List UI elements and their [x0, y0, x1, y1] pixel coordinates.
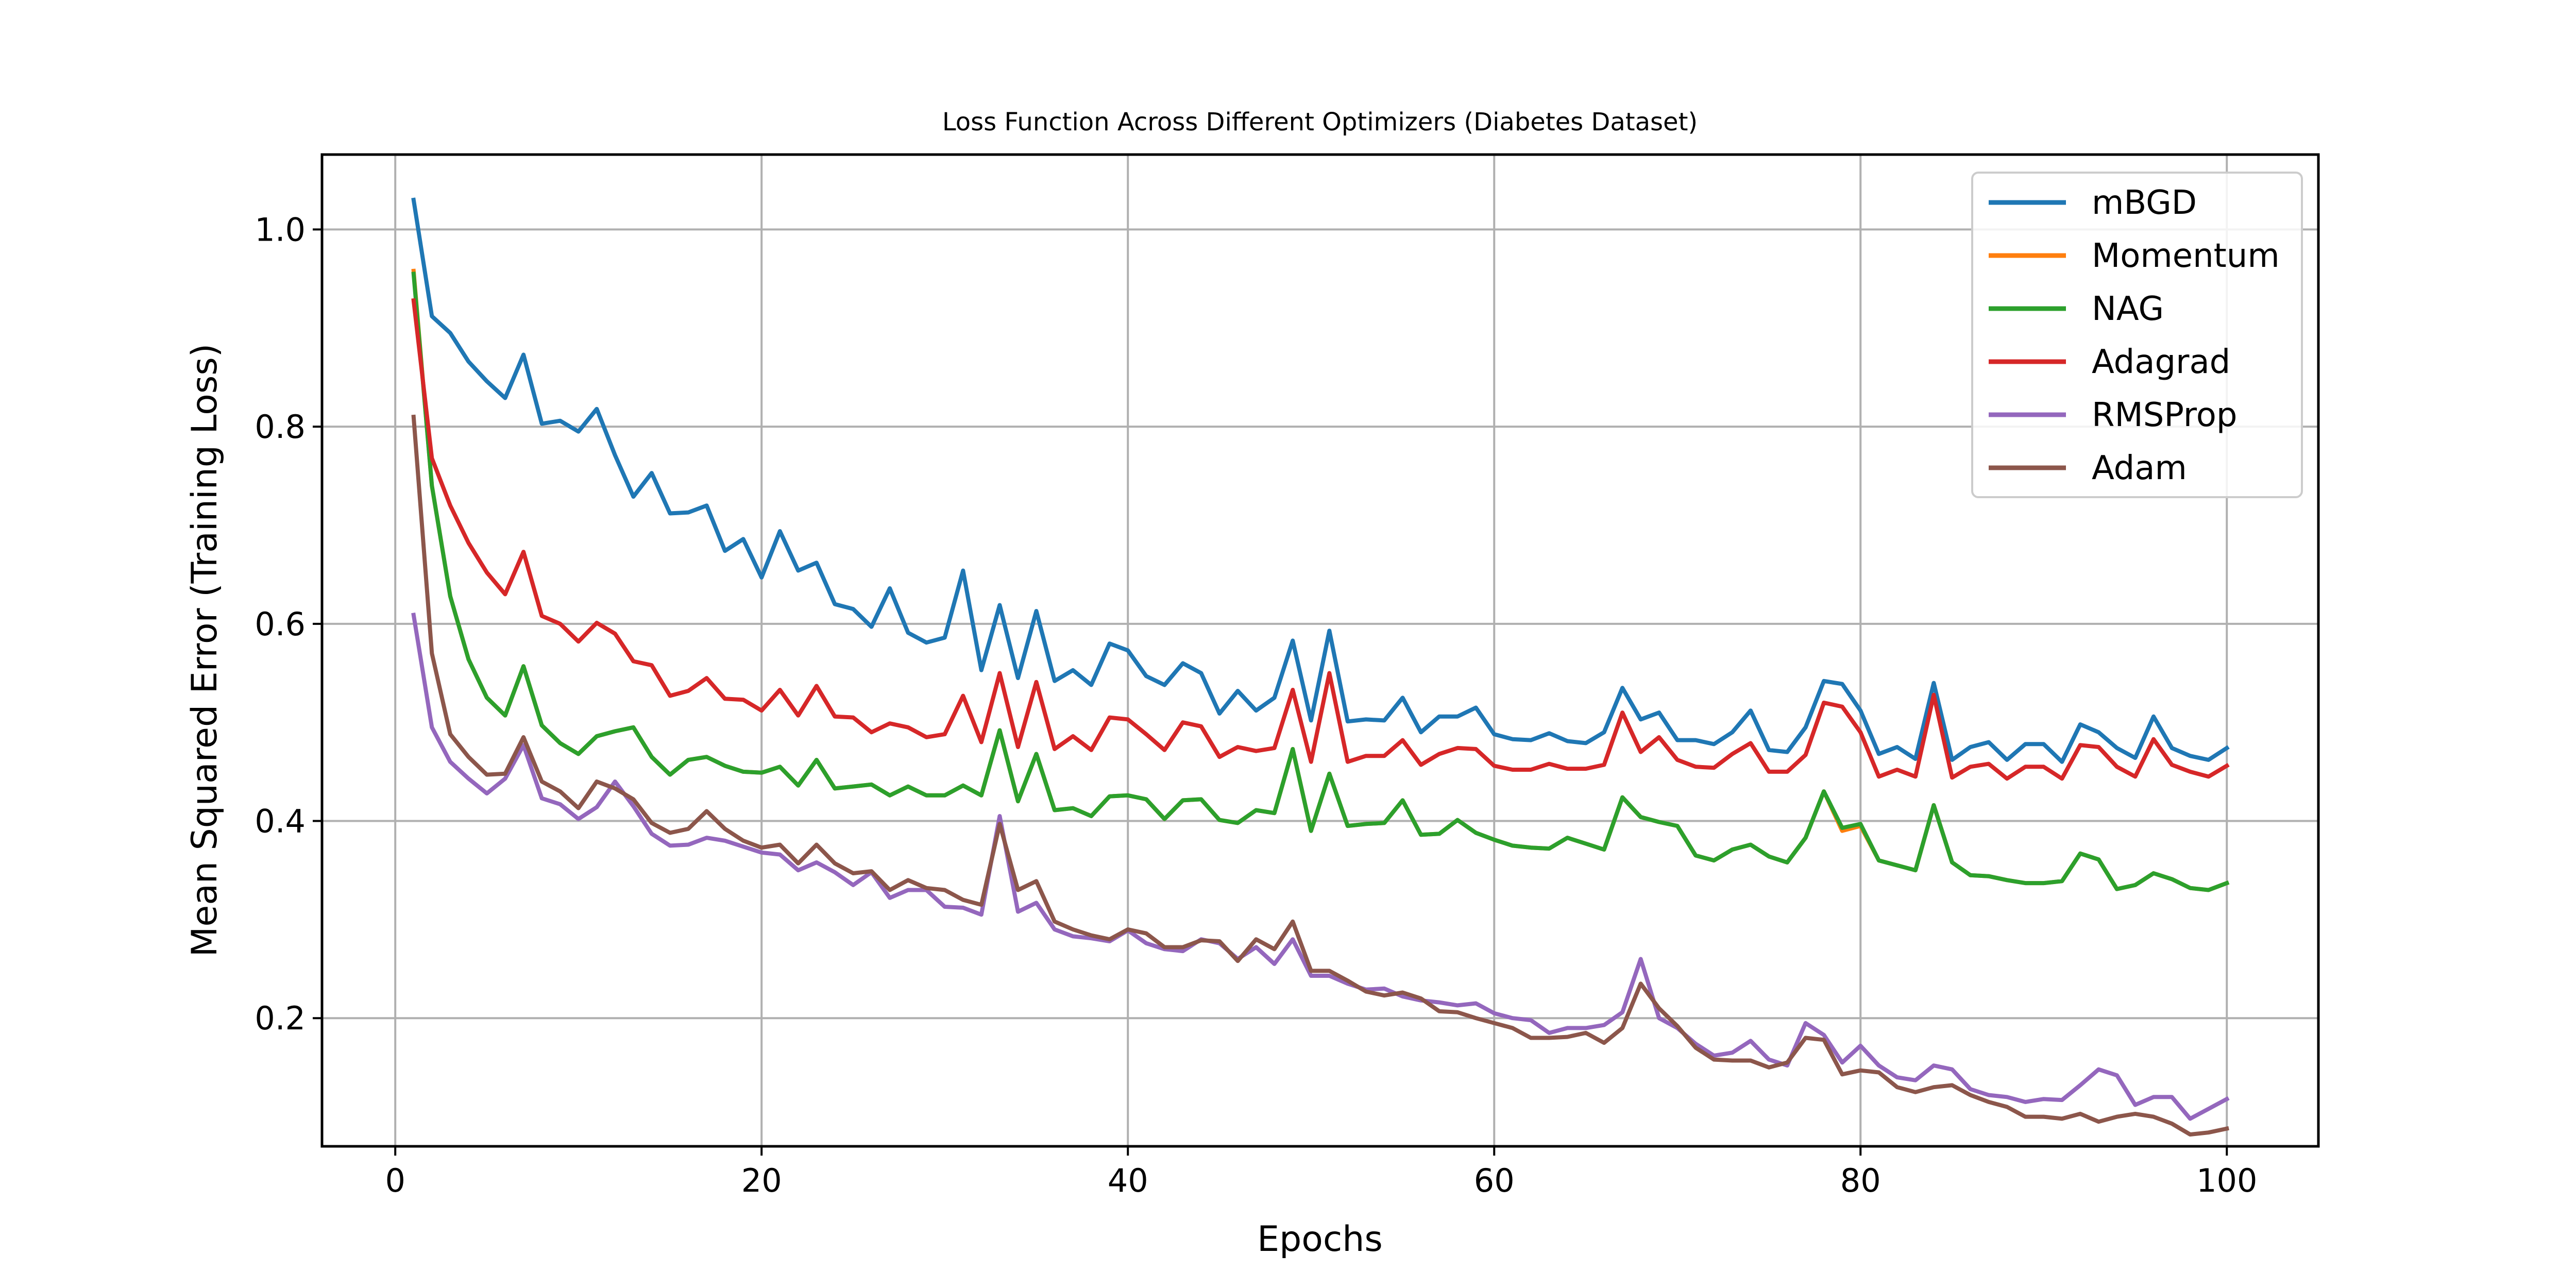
- y-tick-label: 0.6: [255, 605, 306, 643]
- x-tick-label: 100: [2196, 1162, 2257, 1199]
- plot-frame: [320, 153, 2320, 1148]
- x-tick-label: 0: [385, 1162, 405, 1199]
- series-line-mbgd: [411, 197, 2230, 764]
- axis-ticks: 0 20 40 60 80 100 0.2 0.4 0.6 0.8 1.0: [255, 211, 2257, 1199]
- legend-label: Adam: [2092, 449, 2187, 487]
- y-tick-label: 0.4: [255, 803, 306, 840]
- legend: mBGD Momentum NAG Adagrad RMSProp Adam: [1971, 172, 2303, 498]
- series-line-nag: [411, 272, 2230, 892]
- legend-label: RMSProp: [2092, 396, 2237, 434]
- y-tick-label: 1.0: [255, 211, 306, 248]
- y-axis-label: Mean Squared Error (Training Loss): [184, 344, 225, 957]
- series-lines: [411, 197, 2230, 1137]
- x-tick-label: 20: [741, 1162, 782, 1199]
- x-tick-label: 80: [1840, 1162, 1881, 1199]
- chart-title: Loss Function Across Different Optimizer…: [942, 108, 1698, 137]
- x-tick-label: 40: [1108, 1162, 1148, 1199]
- legend-label: NAG: [2092, 290, 2164, 328]
- y-tick-label: 0.2: [255, 999, 306, 1037]
- series-line-adagrad: [411, 298, 2230, 781]
- x-axis-label: Epochs: [1257, 1219, 1383, 1260]
- y-tick-label: 0.8: [255, 408, 306, 446]
- legend-label: Momentum: [2092, 237, 2280, 275]
- series-line-rmsprop: [411, 613, 2230, 1121]
- legend-label: Adagrad: [2092, 343, 2230, 381]
- x-tick-label: 60: [1474, 1162, 1515, 1199]
- series-line-adam: [411, 414, 2229, 1137]
- legend-label: mBGD: [2092, 184, 2197, 222]
